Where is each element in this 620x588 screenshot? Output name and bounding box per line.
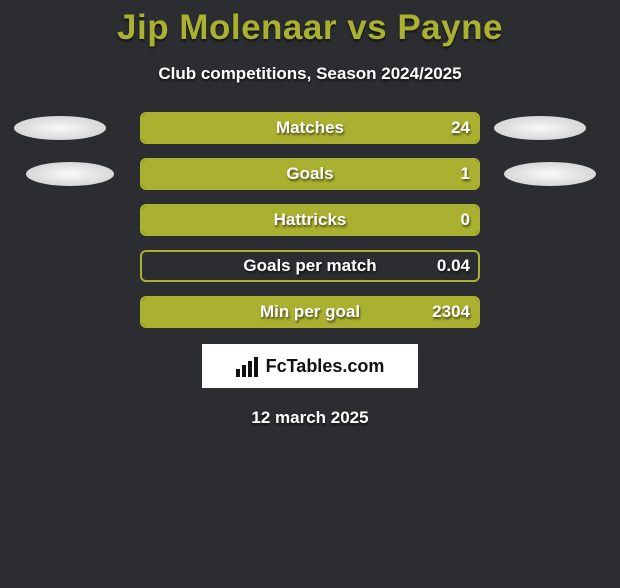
stat-bar xyxy=(140,158,480,190)
left-ellipse xyxy=(14,116,106,140)
right-ellipse xyxy=(504,162,596,186)
branding-badge: FcTables.com xyxy=(202,344,418,388)
stat-row: Goals1 xyxy=(0,158,620,190)
page-title: Jip Molenaar vs Payne xyxy=(0,8,620,48)
right-ellipse xyxy=(494,116,586,140)
stat-bar-fill xyxy=(142,160,478,188)
stat-bar xyxy=(140,112,480,144)
stat-row: Goals per match0.04 xyxy=(0,250,620,282)
branding-bars-icon xyxy=(236,355,262,377)
stat-row: Hattricks0 xyxy=(0,204,620,236)
stats-container: Matches24 Goals1 Hattricks0 Goals per match… xyxy=(0,112,620,328)
left-ellipse xyxy=(26,162,114,186)
branding-text: FcTables.com xyxy=(266,356,385,377)
page-subtitle: Club competitions, Season 2024/2025 xyxy=(0,64,620,84)
stat-bar-fill xyxy=(142,298,478,326)
stat-bar xyxy=(140,250,480,282)
stat-row: Min per goal2304 xyxy=(0,296,620,328)
page-date: 12 march 2025 xyxy=(0,408,620,428)
stat-bar-fill xyxy=(142,114,478,142)
stat-bar-fill xyxy=(142,206,478,234)
stat-row: Matches24 xyxy=(0,112,620,144)
stat-bar xyxy=(140,204,480,236)
stat-bar xyxy=(140,296,480,328)
